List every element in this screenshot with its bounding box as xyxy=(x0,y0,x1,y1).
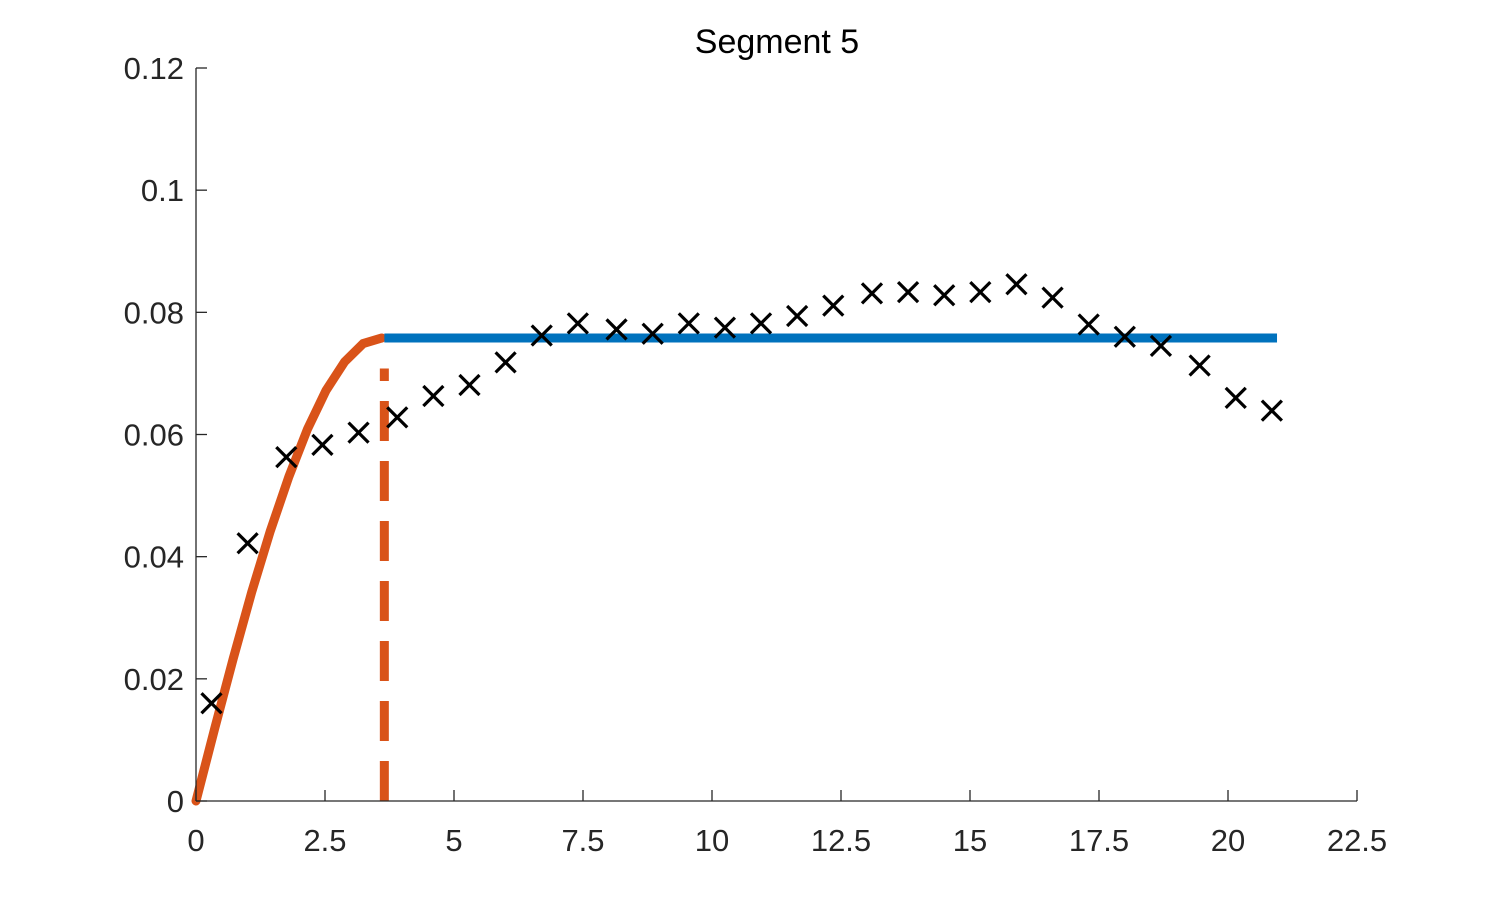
data-point xyxy=(933,284,956,307)
data-point xyxy=(1188,354,1211,377)
data-point xyxy=(1077,313,1100,336)
x-tick-label: 0 xyxy=(187,823,204,858)
y-tick-label: 0.04 xyxy=(124,540,184,575)
data-point xyxy=(1260,399,1283,422)
x-tick-label: 12.5 xyxy=(811,823,871,858)
data-point xyxy=(1041,286,1064,309)
data-point xyxy=(605,318,628,341)
data-point xyxy=(422,384,445,408)
data-point xyxy=(347,421,370,444)
data-point xyxy=(494,351,517,374)
data-point xyxy=(641,322,664,345)
data-point xyxy=(236,532,259,555)
data-point xyxy=(860,282,884,305)
data-point xyxy=(822,294,845,317)
data-point xyxy=(311,433,334,457)
y-tick-label: 0.12 xyxy=(124,51,184,86)
axes: 0 2.5 5 7.5 10 12.5 15 17.5 20 22.5 0 0.02 0.04 0.06 0… xyxy=(124,51,1388,858)
x-tick-label: 10 xyxy=(695,823,729,858)
data-point xyxy=(458,373,481,397)
y-tick-label: 0.02 xyxy=(124,662,184,697)
x-tick-label: 5 xyxy=(445,823,462,858)
y-tick-label: 0.08 xyxy=(124,295,184,330)
data-point xyxy=(677,312,700,335)
x-tick-label: 20 xyxy=(1211,823,1245,858)
data-point xyxy=(200,692,223,715)
chart-title: Segment 5 xyxy=(695,23,859,61)
data-point xyxy=(896,281,920,304)
x-tick-label: 2.5 xyxy=(303,823,346,858)
x-tick-label: 7.5 xyxy=(561,823,604,858)
data-point xyxy=(969,281,992,304)
data-point xyxy=(566,312,589,335)
data-point xyxy=(275,445,298,469)
data-point xyxy=(1113,325,1136,348)
y-tick-label: 0.1 xyxy=(141,173,184,208)
data-point xyxy=(749,312,773,335)
x-tick-label: 15 xyxy=(953,823,987,858)
x-tick-label: 22.5 xyxy=(1327,823,1387,858)
data-point xyxy=(1149,334,1173,358)
data-point xyxy=(786,304,809,328)
x-tick-label: 17.5 xyxy=(1069,823,1129,858)
fit-rise-curve xyxy=(191,333,387,806)
y-tick-label: 0.06 xyxy=(124,418,184,453)
y-tick-label: 0 xyxy=(167,784,184,819)
data-point xyxy=(530,324,553,347)
data-point xyxy=(1005,273,1028,296)
plot-area xyxy=(191,273,1283,806)
data-point xyxy=(713,316,737,339)
data-point xyxy=(1224,386,1247,409)
data-point xyxy=(386,406,409,429)
